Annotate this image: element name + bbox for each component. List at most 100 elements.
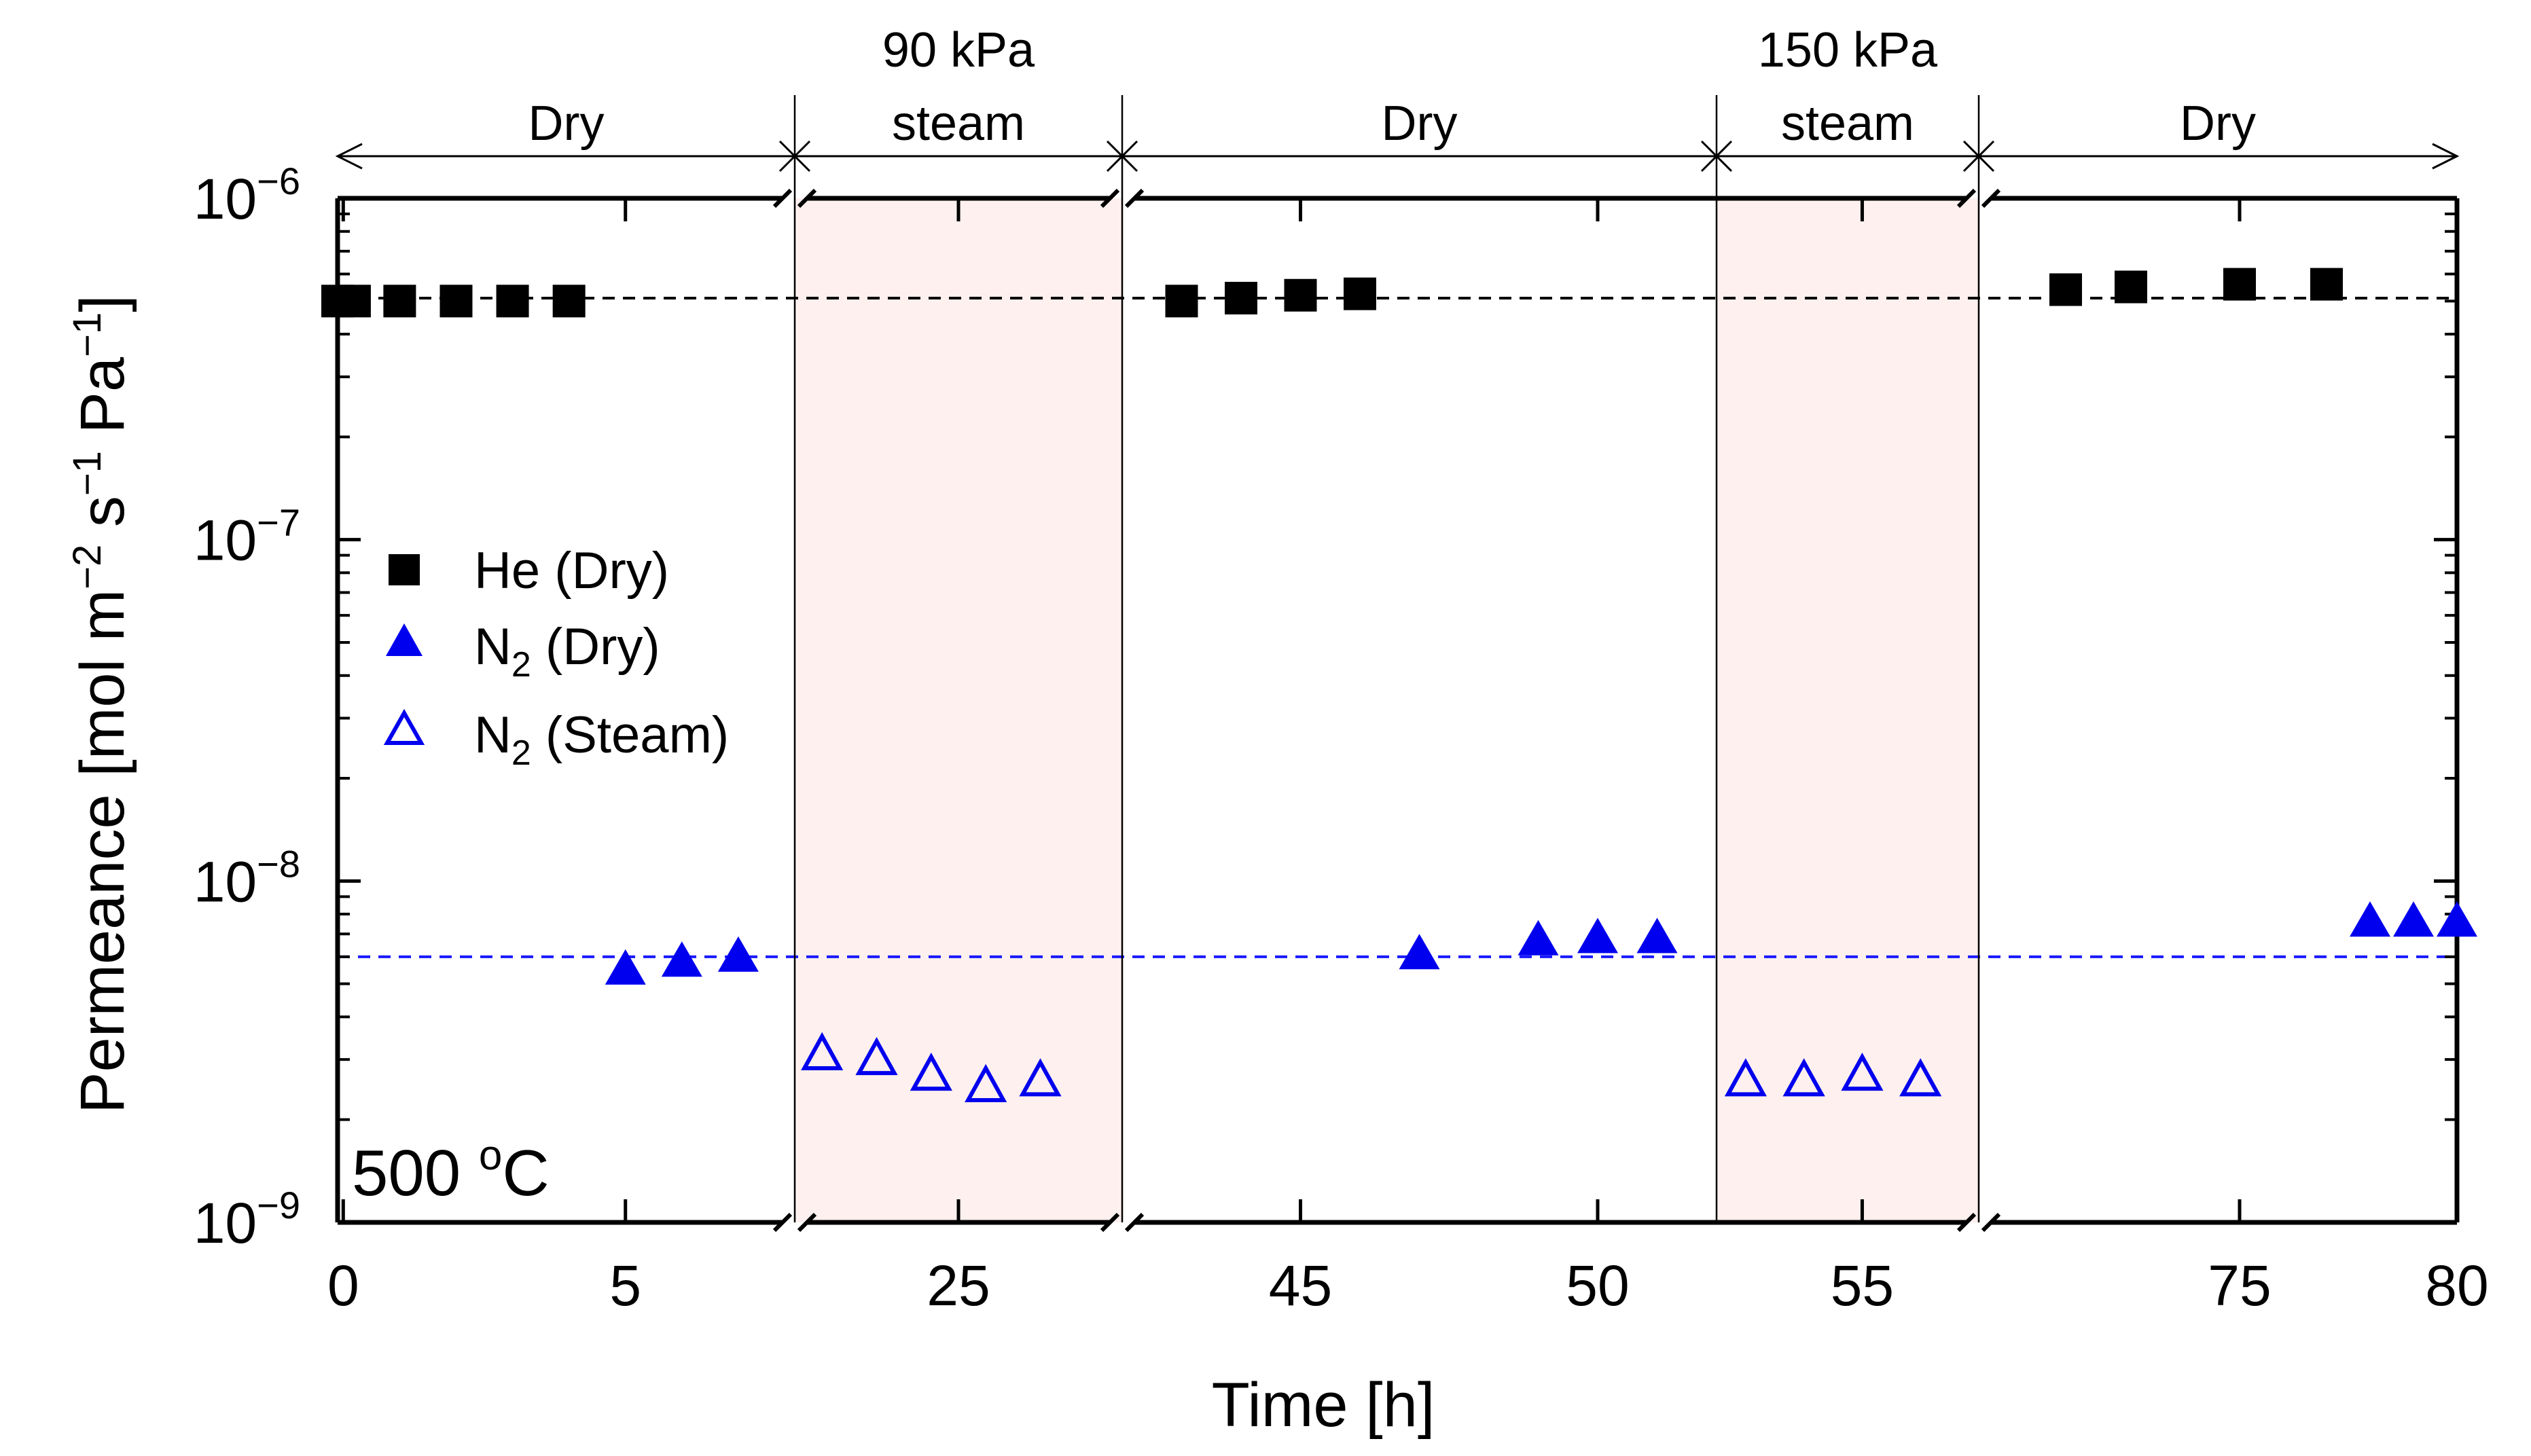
n2-steam-point bbox=[1899, 1058, 1942, 1097]
x-tick-label: 75 bbox=[2208, 1254, 2271, 1317]
y-title-part4: ] bbox=[68, 295, 137, 312]
x-tick-label: 80 bbox=[2425, 1254, 2488, 1317]
n2-dry-point bbox=[2350, 901, 2390, 937]
region-label-pressure: 150 kPa bbox=[1758, 23, 1938, 77]
y-title-part1: Permeance [mol m bbox=[68, 589, 137, 1114]
he-dry-point bbox=[1284, 278, 1317, 312]
y-title-sup1: −2 bbox=[65, 545, 109, 589]
n2-steam-point bbox=[1841, 1052, 1884, 1091]
y-tick-base: 10 bbox=[194, 850, 257, 913]
y-tick-label: 10−8 bbox=[194, 842, 300, 913]
axis-break-mark bbox=[772, 1212, 793, 1233]
x-tick-label: 55 bbox=[1831, 1254, 1894, 1317]
y-title-part2: s bbox=[68, 496, 137, 545]
region-label-steam: steam bbox=[1781, 96, 1914, 151]
y-tick-label: 10−7 bbox=[194, 501, 300, 572]
axis-break-mark bbox=[1956, 1212, 1977, 1233]
x-tick-label: 45 bbox=[1269, 1254, 1332, 1317]
y-tick-exponent: −6 bbox=[257, 160, 300, 202]
n2-dry-point bbox=[1636, 917, 1678, 953]
n2-dry-point bbox=[661, 941, 702, 977]
legend-n2-steam-tail: (Steam) bbox=[531, 706, 729, 764]
y-tick-exponent: −8 bbox=[257, 842, 300, 885]
he-dry-point bbox=[2223, 268, 2256, 301]
he-dry-point bbox=[1225, 281, 1257, 314]
n2-steam-point bbox=[801, 1032, 844, 1071]
he-dry-point bbox=[383, 285, 416, 318]
y-tick-base: 10 bbox=[194, 509, 257, 572]
temperature-unit: C bbox=[502, 1137, 549, 1209]
legend-label-n2-dry: N2 (Dry) bbox=[474, 618, 660, 685]
x-axis-title: Time [h] bbox=[1212, 1370, 1435, 1440]
axis-break-mark bbox=[797, 1212, 817, 1233]
he-dry-point bbox=[2049, 273, 2082, 306]
legend-marker-n2-steam bbox=[383, 708, 425, 745]
region-label-dry: Dry bbox=[528, 96, 605, 151]
n2-steam-point bbox=[910, 1052, 952, 1091]
temperature-degree: o bbox=[479, 1132, 502, 1179]
x-tick-label: 50 bbox=[1566, 1254, 1629, 1317]
y-tick-exponent: −7 bbox=[257, 501, 300, 544]
y-title-part3: Pa bbox=[68, 357, 137, 451]
he-dry-point bbox=[496, 285, 529, 318]
legend-n2-dry-main: N bbox=[474, 618, 511, 676]
temperature-value: 500 bbox=[352, 1137, 479, 1209]
he-dry-point bbox=[439, 285, 473, 318]
legend-n2-steam-sub: 2 bbox=[511, 733, 531, 773]
n2-dry-point bbox=[605, 949, 646, 985]
y-tick-label: 10−6 bbox=[194, 160, 300, 231]
steam-shading-layer bbox=[795, 198, 1979, 1222]
region-label-steam: steam bbox=[892, 96, 1025, 151]
n2-steam-point bbox=[1782, 1058, 1825, 1097]
legend-label-he-dry: He (Dry) bbox=[474, 542, 669, 600]
n2-dry-point bbox=[1577, 917, 1618, 953]
n2-dry-point bbox=[1399, 934, 1440, 970]
region-label-dry: Dry bbox=[1382, 96, 1458, 151]
temperature-annotation: 500 oC bbox=[352, 1132, 550, 1209]
x-tick-label: 25 bbox=[927, 1254, 990, 1317]
y-tick-base: 10 bbox=[194, 1191, 257, 1255]
steam-region-shade bbox=[795, 198, 1122, 1222]
y-axis-title: Permeance [mol m−2 s−1 Pa−1] bbox=[65, 295, 137, 1114]
legend: He (Dry) N2 (Dry) N2 (Steam) bbox=[383, 542, 729, 773]
arrow-head-right bbox=[2432, 143, 2460, 170]
he-dry-point bbox=[552, 285, 586, 318]
axis-break-mark bbox=[797, 188, 817, 208]
x-tick-label: 0 bbox=[327, 1254, 359, 1317]
y-tick-exponent: −9 bbox=[257, 1184, 300, 1226]
x-tick-label: 5 bbox=[609, 1254, 641, 1317]
axis-break-mark bbox=[1100, 188, 1120, 208]
y-title-sup2: −1 bbox=[65, 451, 109, 496]
y-title-sup3: −1 bbox=[65, 312, 109, 357]
he-dry-point bbox=[2310, 268, 2343, 301]
legend-marker-he-dry bbox=[389, 554, 420, 585]
n2-steam-point bbox=[965, 1063, 1007, 1102]
arrow-head-left bbox=[335, 143, 363, 170]
axis-break-mark bbox=[1981, 188, 2001, 208]
legend-label-n2-steam: N2 (Steam) bbox=[474, 706, 729, 773]
he-dry-point bbox=[1165, 285, 1198, 318]
y-tick-base: 10 bbox=[194, 167, 257, 231]
n2-dry-point bbox=[717, 936, 759, 972]
axis-break-mark bbox=[1124, 1212, 1145, 1233]
condition-header-layer: Dry 90 kPa steam Dry 150 kPa steam Dry bbox=[335, 23, 2460, 198]
n2-dry-point bbox=[2393, 901, 2434, 937]
axes-layer: 10−910−810−710−60 5 25 45 50 55 75 80 bbox=[194, 160, 2489, 1317]
he-dry-point bbox=[2115, 270, 2147, 304]
axis-break-mark bbox=[1956, 188, 1977, 208]
n2-dry-point bbox=[2437, 901, 2477, 937]
legend-n2-dry-sub: 2 bbox=[511, 645, 531, 685]
legend-marker-n2-dry bbox=[386, 623, 423, 656]
n2-dry-point bbox=[1518, 920, 1559, 956]
n2-steam-point bbox=[855, 1036, 898, 1076]
axis-break-mark bbox=[772, 188, 793, 208]
y-tick-label: 10−9 bbox=[194, 1184, 300, 1255]
he-dry-point bbox=[1344, 277, 1376, 310]
axis-break-mark bbox=[1100, 1212, 1120, 1233]
region-label-pressure: 90 kPa bbox=[882, 23, 1035, 77]
legend-n2-steam-main: N bbox=[474, 706, 511, 764]
n2-steam-point bbox=[1019, 1058, 1062, 1097]
n2-steam-point bbox=[1724, 1058, 1767, 1097]
